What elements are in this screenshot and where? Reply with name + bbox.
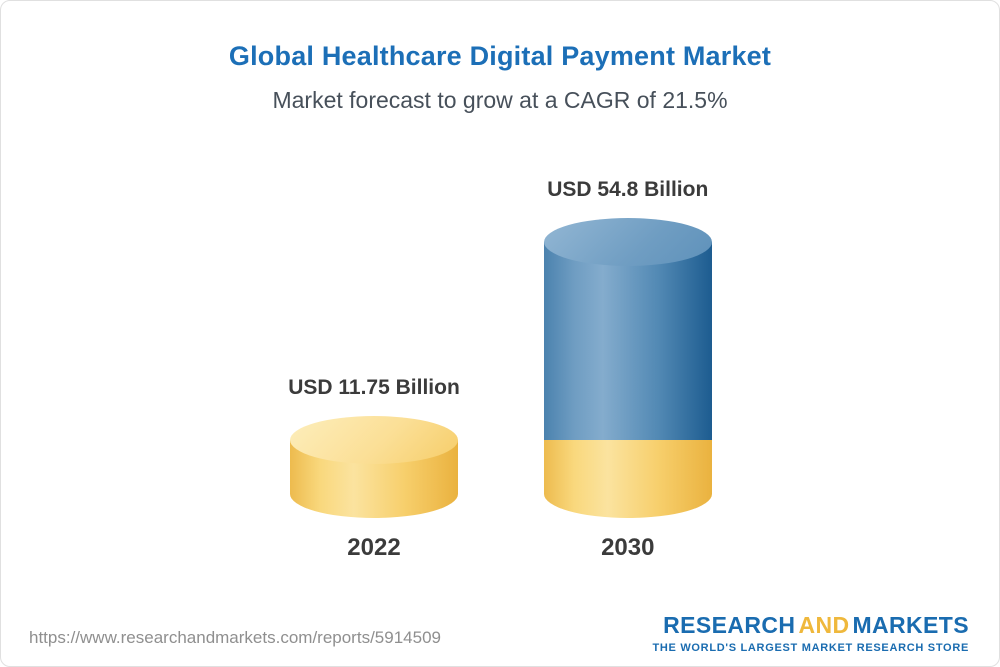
bar-value-label-2030: USD 54.8 Billion — [547, 178, 709, 201]
x-axis-label-2022: 2022 — [347, 534, 401, 561]
logo-word-research: RESEARCH — [663, 612, 796, 638]
chart-subtitle: Market forecast to grow at a CAGR of 21.… — [272, 87, 728, 113]
bar-cylinder-2022 — [290, 416, 458, 518]
bar-2030-blue-segment — [543, 242, 712, 440]
bar-group-2030: USD 54.8 Billion 2030 — [543, 178, 712, 562]
x-axis-label-2030: 2030 — [601, 534, 655, 561]
cylinder-top-ellipse-2022 — [290, 416, 458, 464]
logo-word-and: AND — [798, 612, 850, 638]
logo-word-markets: MARKETS — [852, 612, 969, 638]
researchandmarkets-logo: RESEARCH AND MARKETS THE WORLD'S LARGEST M… — [652, 612, 969, 654]
bar-2030-gold-base-segment — [543, 440, 712, 518]
logo-wordmark: RESEARCH AND MARKETS — [652, 612, 969, 639]
cylinder-body-2030 — [543, 242, 712, 518]
bar-cylinder-2030 — [543, 218, 712, 518]
chart-title: Global Healthcare Digital Payment Market — [228, 41, 772, 71]
cylinder-top-ellipse-2030 — [543, 218, 712, 266]
bar-value-label-2022: USD 11.75 Billion — [288, 376, 460, 399]
logo-tagline: THE WORLD'S LARGEST MARKET RESEARCH STOR… — [652, 642, 969, 654]
chart-plot-area: USD 11.75 Billion 2022 USD 54.8 Billion … — [1, 178, 999, 562]
report-url-link[interactable]: https://www.researchandmarkets.com/repor… — [29, 628, 441, 647]
bar-group-2022: USD 11.75 Billion 2022 — [288, 376, 460, 562]
